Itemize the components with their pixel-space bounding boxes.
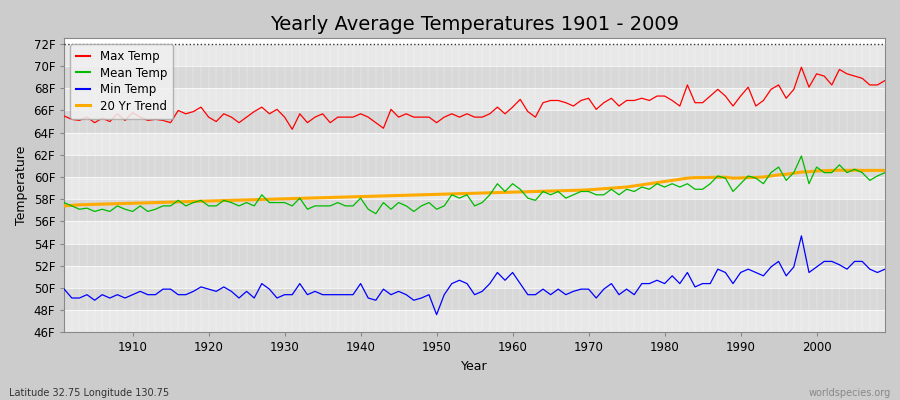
Bar (64, 244, 885, 266)
Bar (64, 110, 885, 133)
Text: worldspecies.org: worldspecies.org (809, 388, 891, 398)
X-axis label: Year: Year (462, 360, 488, 373)
Bar (64, 44, 885, 66)
Bar (64, 288, 885, 310)
Legend: Max Temp, Mean Temp, Min Temp, 20 Yr Trend: Max Temp, Mean Temp, Min Temp, 20 Yr Tre… (70, 44, 173, 119)
Bar (64, 310, 885, 332)
Text: Latitude 32.75 Longitude 130.75: Latitude 32.75 Longitude 130.75 (9, 388, 169, 398)
Bar (64, 155, 885, 177)
Bar (64, 266, 885, 288)
Bar (64, 199, 885, 222)
Y-axis label: Temperature: Temperature (15, 146, 28, 225)
Bar (64, 133, 885, 155)
Bar (64, 88, 885, 110)
Bar (64, 177, 885, 199)
Bar (64, 222, 885, 244)
Bar (64, 66, 885, 88)
Title: Yearly Average Temperatures 1901 - 2009: Yearly Average Temperatures 1901 - 2009 (270, 15, 680, 34)
